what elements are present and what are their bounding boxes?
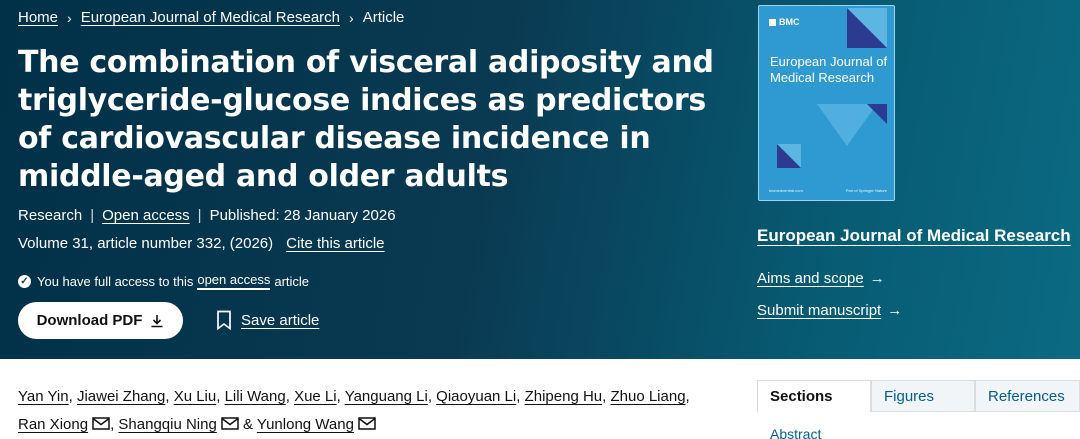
author-separator: , bbox=[427, 388, 437, 405]
breadcrumb-current: Article bbox=[362, 9, 405, 26]
check-icon: ✓ bbox=[18, 274, 31, 288]
save-article-button[interactable]: Save article bbox=[216, 310, 319, 330]
download-pdf-button[interactable]: Download PDF bbox=[18, 302, 183, 339]
article-navigation: Sections Figures References Abstract bbox=[757, 380, 1080, 439]
author-link[interactable]: Zhuo Liang bbox=[610, 388, 686, 405]
author-link[interactable]: Xue Li bbox=[294, 388, 337, 405]
meta-divider: | bbox=[90, 207, 95, 224]
author-separator: , bbox=[110, 416, 119, 433]
tab-figures[interactable]: Figures bbox=[871, 380, 975, 412]
mail-icon[interactable] bbox=[358, 412, 376, 430]
tab-sections[interactable]: Sections bbox=[757, 380, 871, 412]
cover-journal-name: European Journal of Medical Research bbox=[770, 54, 888, 85]
volume-info: Volume 31, article number 332, (2026) bbox=[18, 235, 274, 252]
bookmark-icon bbox=[217, 310, 231, 330]
download-icon bbox=[151, 314, 163, 327]
toc-item-abstract[interactable]: Abstract bbox=[770, 426, 822, 439]
save-article-label: Save article bbox=[241, 311, 320, 329]
open-access-link[interactable]: Open access bbox=[102, 207, 190, 224]
access-note-prefix: You have full access to this bbox=[37, 273, 194, 289]
author-separator: , bbox=[602, 388, 611, 405]
journal-name-link[interactable]: European Journal of Medical Research bbox=[757, 226, 1071, 245]
author-separator: , bbox=[285, 388, 295, 405]
submit-manuscript-label: Submit manuscript bbox=[757, 302, 882, 319]
article-title: The combination of visceral adiposity an… bbox=[18, 45, 714, 194]
breadcrumb-home[interactable]: Home bbox=[18, 9, 59, 26]
mail-icon[interactable] bbox=[221, 412, 239, 430]
article-header: Home › European Journal of Medical Resea… bbox=[0, 0, 1080, 359]
tab-references[interactable]: References bbox=[975, 380, 1080, 412]
submit-manuscript-link[interactable]: Submit manuscript → bbox=[757, 302, 902, 319]
bmc-logo: BMC bbox=[769, 17, 800, 27]
author-separator: , bbox=[685, 388, 690, 405]
author-separator: , bbox=[165, 388, 174, 405]
mail-icon[interactable] bbox=[92, 412, 110, 430]
published-date: Published: 28 January 2026 bbox=[209, 207, 396, 224]
author-link[interactable]: Zhipeng Hu bbox=[524, 388, 603, 405]
tab-bar: Sections Figures References bbox=[757, 380, 1080, 412]
breadcrumb-separator: › bbox=[67, 9, 72, 26]
author-link[interactable]: Yunlong Wang bbox=[256, 416, 354, 433]
meta-divider: | bbox=[197, 207, 202, 224]
author-separator: & bbox=[238, 416, 257, 433]
journal-cover[interactable]: BMC European Journal of Medical Research… bbox=[758, 5, 895, 201]
cover-artwork bbox=[777, 8, 887, 168]
author-separator: , bbox=[516, 388, 525, 405]
author-link[interactable]: Jiawei Zhang bbox=[76, 388, 166, 405]
author-link[interactable]: Ran Xiong bbox=[18, 416, 89, 433]
arrow-right-icon: → bbox=[887, 302, 903, 319]
article-meta: Research | Open access | Published: 28 J… bbox=[18, 207, 396, 224]
author-separator: , bbox=[336, 388, 345, 405]
author-link[interactable]: Xu Liu bbox=[173, 388, 217, 405]
author-link[interactable]: Yanguang Li bbox=[344, 388, 428, 405]
article-citation-meta: Volume 31, article number 332, (2026) Ci… bbox=[18, 235, 385, 252]
access-note-suffix: article bbox=[274, 273, 310, 289]
author-list: Yan Yin, Jiawei Zhang, Xu Liu, Lili Wang… bbox=[18, 383, 718, 439]
cover-footer-left: biomedcentral.com bbox=[769, 188, 803, 193]
access-notice: ✓ You have full access to this open acce… bbox=[18, 272, 309, 290]
breadcrumb-separator: › bbox=[349, 9, 354, 26]
download-pdf-label: Download PDF bbox=[36, 312, 143, 329]
author-link[interactable]: Yan Yin bbox=[18, 388, 69, 405]
author-separator: , bbox=[216, 388, 225, 405]
article-type: Research bbox=[18, 207, 83, 224]
aims-scope-link[interactable]: Aims and scope → bbox=[757, 270, 885, 287]
author-separator: , bbox=[68, 388, 77, 405]
breadcrumb-journal[interactable]: European Journal of Medical Research bbox=[80, 9, 341, 26]
cover-footer-right: Part of Springer Nature bbox=[845, 188, 887, 193]
author-link[interactable]: Shangqiu Ning bbox=[118, 416, 217, 433]
cover-footer: biomedcentral.com Part of Springer Natur… bbox=[769, 188, 887, 193]
author-link[interactable]: Lili Wang bbox=[224, 388, 286, 405]
author-link[interactable]: Qiaoyuan Li bbox=[436, 388, 517, 405]
arrow-right-icon: → bbox=[869, 270, 885, 287]
cite-article-link[interactable]: Cite this article bbox=[286, 235, 385, 252]
access-note-link[interactable]: open access bbox=[197, 272, 271, 290]
aims-scope-label: Aims and scope bbox=[757, 270, 864, 287]
breadcrumb: Home › European Journal of Medical Resea… bbox=[18, 9, 404, 26]
